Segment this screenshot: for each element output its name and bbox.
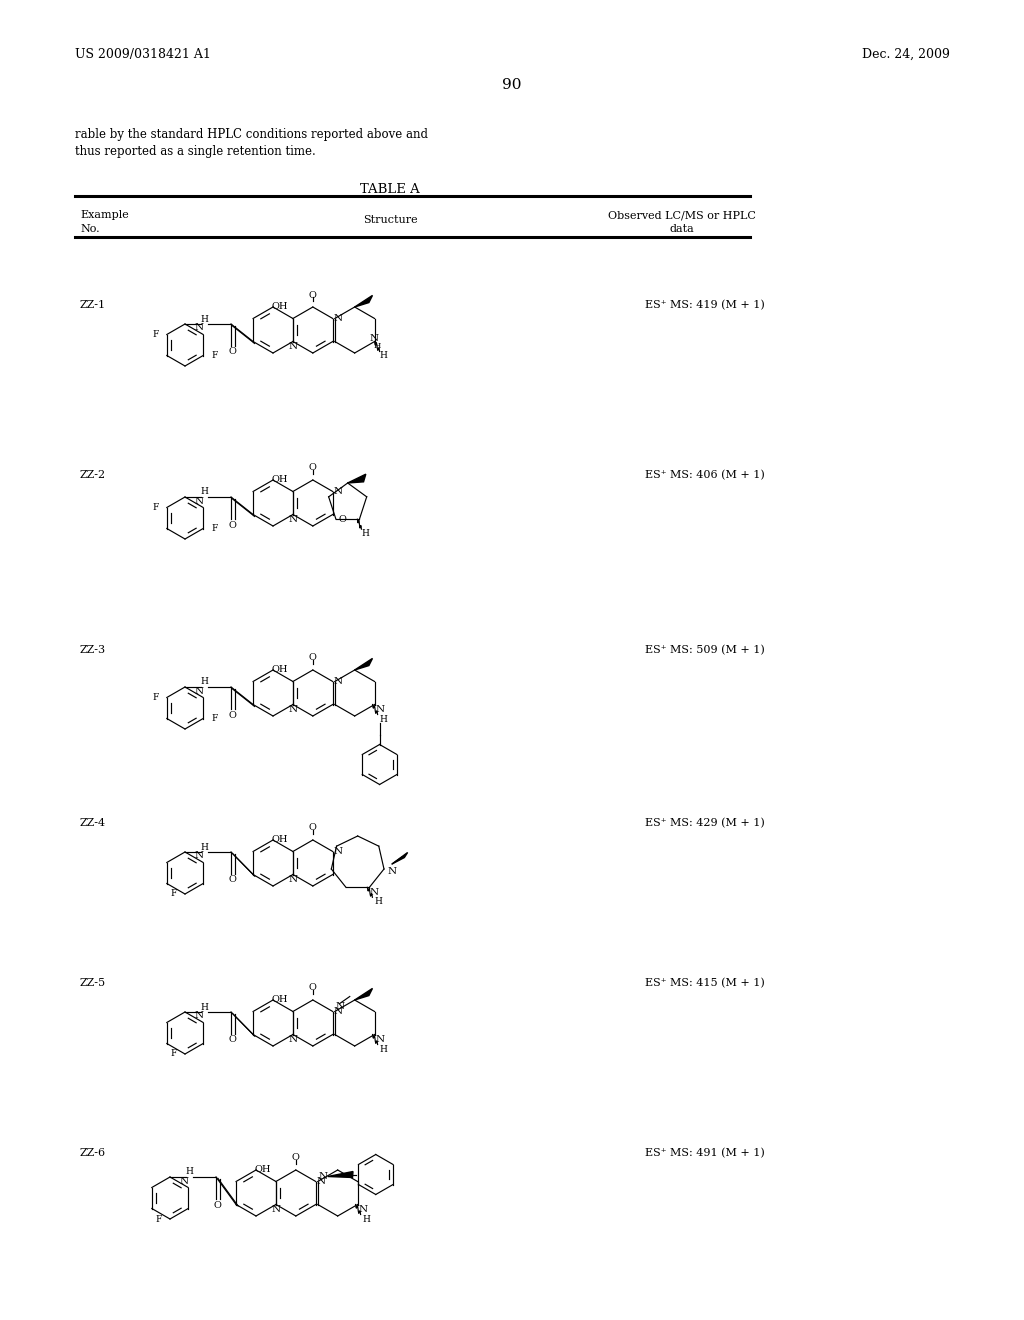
Polygon shape xyxy=(328,1172,353,1177)
Text: Example: Example xyxy=(80,210,129,220)
Text: H: H xyxy=(200,314,208,323)
Text: OH: OH xyxy=(271,836,288,843)
Text: O: O xyxy=(213,1200,221,1209)
Text: N: N xyxy=(358,1205,368,1214)
Text: N: N xyxy=(369,334,378,343)
Text: H: H xyxy=(200,1002,208,1011)
Text: N: N xyxy=(195,851,204,861)
Text: ES⁺ MS: 415 (M + 1): ES⁺ MS: 415 (M + 1) xyxy=(645,978,765,989)
Text: ES⁺ MS: 491 (M + 1): ES⁺ MS: 491 (M + 1) xyxy=(645,1148,765,1159)
Text: H: H xyxy=(380,715,387,723)
Text: N: N xyxy=(387,866,396,875)
Text: O: O xyxy=(339,515,347,524)
Text: N: N xyxy=(195,1011,204,1020)
Text: N: N xyxy=(195,496,204,506)
Text: F: F xyxy=(156,1214,162,1224)
Text: N: N xyxy=(333,1007,342,1016)
Text: H: H xyxy=(375,896,382,906)
Text: O: O xyxy=(309,824,316,833)
Text: Structure: Structure xyxy=(362,215,418,224)
Text: ZZ-6: ZZ-6 xyxy=(80,1148,106,1158)
Text: ES⁺ MS: 509 (M + 1): ES⁺ MS: 509 (M + 1) xyxy=(645,645,765,655)
Text: Dec. 24, 2009: Dec. 24, 2009 xyxy=(862,48,950,61)
Text: O: O xyxy=(309,463,316,473)
Text: ES⁺ MS: 406 (M + 1): ES⁺ MS: 406 (M + 1) xyxy=(645,470,765,480)
Text: H: H xyxy=(362,1214,371,1224)
Text: O: O xyxy=(228,710,236,719)
Text: thus reported as a single retention time.: thus reported as a single retention time… xyxy=(75,145,315,158)
Text: N: N xyxy=(195,323,204,333)
Text: N: N xyxy=(289,1035,298,1044)
Text: N: N xyxy=(289,705,298,714)
Text: OH: OH xyxy=(254,1166,271,1173)
Text: H: H xyxy=(380,351,387,360)
Text: data: data xyxy=(670,224,694,234)
Text: US 2009/0318421 A1: US 2009/0318421 A1 xyxy=(75,48,211,61)
Text: O: O xyxy=(228,520,236,529)
Text: O: O xyxy=(309,983,316,993)
Text: ZZ-3: ZZ-3 xyxy=(80,645,106,655)
Text: N: N xyxy=(289,342,298,351)
Text: N: N xyxy=(333,677,342,686)
Text: OH: OH xyxy=(271,995,288,1005)
Text: N: N xyxy=(335,1002,344,1011)
Text: H: H xyxy=(200,487,208,496)
Text: H: H xyxy=(361,529,370,537)
Text: ZZ-4: ZZ-4 xyxy=(80,818,106,828)
Polygon shape xyxy=(348,474,366,483)
Text: N: N xyxy=(316,1177,326,1185)
Text: H: H xyxy=(200,842,208,851)
Text: No.: No. xyxy=(80,224,99,234)
Text: O: O xyxy=(309,290,316,300)
Text: TABLE A: TABLE A xyxy=(360,183,420,195)
Text: H: H xyxy=(200,677,208,686)
Text: rable by the standard HPLC conditions reported above and: rable by the standard HPLC conditions re… xyxy=(75,128,428,141)
Text: OH: OH xyxy=(271,302,288,312)
Text: H: H xyxy=(185,1167,193,1176)
Text: H: H xyxy=(374,342,381,351)
Polygon shape xyxy=(354,989,373,1001)
Text: F: F xyxy=(171,890,177,899)
Text: F: F xyxy=(153,503,159,512)
Text: F: F xyxy=(171,1049,177,1059)
Text: O: O xyxy=(228,347,236,356)
Text: N: N xyxy=(333,314,342,323)
Text: F: F xyxy=(211,714,217,723)
Text: ZZ-1: ZZ-1 xyxy=(80,300,106,310)
Text: N: N xyxy=(318,1172,328,1181)
Text: O: O xyxy=(309,653,316,663)
Text: H: H xyxy=(380,1045,387,1053)
Text: F: F xyxy=(153,330,159,339)
Text: ZZ-5: ZZ-5 xyxy=(80,978,106,987)
Text: OH: OH xyxy=(271,665,288,675)
Text: O: O xyxy=(228,875,236,884)
Text: O: O xyxy=(228,1035,236,1044)
Text: F: F xyxy=(153,693,159,702)
Text: N: N xyxy=(195,686,204,696)
Text: N: N xyxy=(179,1176,188,1185)
Text: ZZ-2: ZZ-2 xyxy=(80,470,106,480)
Text: N: N xyxy=(333,487,342,496)
Text: N: N xyxy=(289,515,298,524)
Text: ES⁺ MS: 429 (M + 1): ES⁺ MS: 429 (M + 1) xyxy=(645,818,765,829)
Text: N: N xyxy=(370,888,379,896)
Text: F: F xyxy=(211,524,217,533)
Text: N: N xyxy=(375,705,384,714)
Text: Observed LC/MS or HPLC: Observed LC/MS or HPLC xyxy=(608,210,756,220)
Polygon shape xyxy=(354,296,373,308)
Text: N: N xyxy=(271,1205,281,1214)
Polygon shape xyxy=(354,659,373,671)
Text: 90: 90 xyxy=(502,78,522,92)
Text: N: N xyxy=(333,847,342,855)
Text: N: N xyxy=(289,875,298,884)
Polygon shape xyxy=(392,853,408,865)
Text: N: N xyxy=(375,1035,384,1044)
Text: F: F xyxy=(211,351,217,360)
Text: ES⁺ MS: 419 (M + 1): ES⁺ MS: 419 (M + 1) xyxy=(645,300,765,310)
Text: O: O xyxy=(292,1154,300,1163)
Text: OH: OH xyxy=(271,475,288,484)
